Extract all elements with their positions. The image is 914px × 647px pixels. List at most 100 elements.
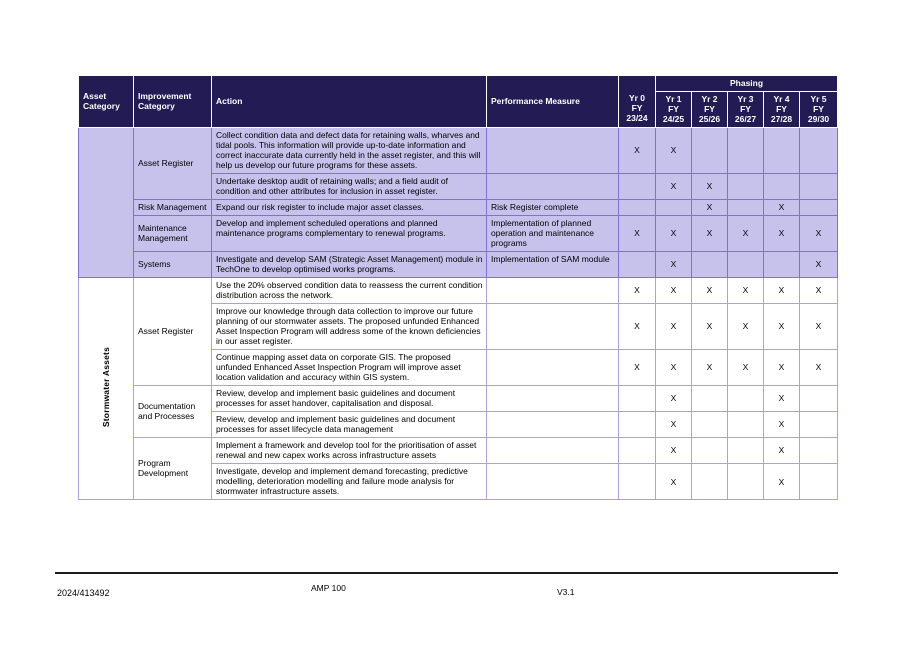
col-header-year-5: Yr 5 FY 29/30 [798, 91, 839, 128]
performance-measure-cell [486, 126, 619, 174]
asset-category-cell [78, 126, 134, 278]
phasing-cell [727, 126, 764, 174]
col-header-year-1: Yr 1 FY 24/25 [655, 91, 692, 128]
footer-version: V3.1 [557, 587, 575, 597]
phasing-cell: X [691, 276, 728, 304]
phasing-cell: X [691, 348, 728, 386]
phasing-cell: X [798, 302, 839, 350]
table-row: Systems Investigate and develop SAM (Stra… [79, 250, 839, 278]
performance-measure-cell [486, 302, 619, 350]
phasing-cell [798, 198, 839, 216]
phasing-cell: X [763, 198, 800, 216]
phasing-cell: X [798, 276, 839, 304]
phasing-cell: X [727, 276, 764, 304]
phasing-cell: X [655, 410, 692, 438]
phasing-cell [798, 436, 839, 464]
col-header-improvement-category: Improvement Category [133, 75, 212, 128]
phasing-cell: X [727, 348, 764, 386]
phasing-cell [618, 172, 656, 200]
phasing-cell: X [691, 172, 728, 200]
phasing-cell [618, 250, 656, 278]
col-header-asset-category: Asset Category [78, 75, 134, 128]
performance-measure-cell [486, 410, 619, 438]
phasing-cell: X [655, 250, 692, 278]
phasing-cell: X [655, 436, 692, 464]
improvement-category-cell: Asset Register [133, 276, 212, 386]
phasing-cell: X [798, 250, 839, 278]
phasing-cell: X [655, 302, 692, 350]
col-header-year-0: Yr 0 FY 23/24 [618, 75, 656, 128]
phasing-cell: X [691, 198, 728, 216]
performance-measure-cell [486, 462, 619, 501]
performance-measure-cell [486, 436, 619, 464]
phasing-cell: X [727, 302, 764, 350]
phasing-cell: X [618, 214, 656, 252]
improvement-category-cell: Maintenance Management [133, 214, 212, 252]
phasing-cell [727, 410, 764, 438]
action-cell: Undertake desktop audit of retaining wal… [211, 172, 487, 200]
phasing-cell [691, 436, 728, 464]
table-row: Program Development Implement a framework… [79, 436, 839, 501]
phasing-cell [798, 126, 839, 174]
phasing-cell [763, 250, 800, 278]
improvement-category-cell: Systems [133, 250, 212, 278]
improvement-category-cell: Documentation and Processes [133, 384, 212, 438]
performance-measure-cell [486, 348, 619, 386]
phasing-cell: X [618, 126, 656, 174]
asset-category-cell: Stormwater Assets [78, 276, 134, 501]
phasing-cell [618, 462, 656, 501]
improvement-category-cell: Asset Register [133, 126, 212, 200]
table-row: Improve our knowledge through data colle… [79, 302, 839, 350]
phasing-cell: X [655, 276, 692, 304]
phasing-cell [691, 126, 728, 174]
phasing-cell: X [655, 172, 692, 200]
phasing-cell: X [655, 126, 692, 174]
phasing-cell [727, 462, 764, 501]
performance-measure-cell: Implementation of SAM module [486, 250, 619, 278]
action-cell: Develop and implement scheduled operatio… [211, 214, 487, 252]
phasing-cell: X [618, 348, 656, 386]
table-body: Asset Register Collect condition data and… [78, 126, 839, 501]
col-header-year-2: Yr 2 FY 25/26 [691, 91, 728, 128]
phasing-cell [727, 436, 764, 464]
phasing-cell: X [763, 276, 800, 304]
phasing-cell [798, 384, 839, 412]
col-header-action: Action [211, 75, 487, 128]
phasing-cell [798, 410, 839, 438]
action-cell: Implement a framework and develop tool f… [211, 436, 487, 464]
phasing-cell: X [691, 302, 728, 350]
action-cell: Investigate and develop SAM (Strategic A… [211, 250, 487, 278]
phasing-cell: X [763, 302, 800, 350]
phasing-cell [618, 436, 656, 464]
phasing-cell [763, 126, 800, 174]
table-row: Stormwater Assets Asset Register Use the 2… [78, 276, 839, 501]
phasing-cell: X [727, 214, 764, 252]
action-cell: Investigate, develop and implement deman… [211, 462, 487, 501]
phasing-cell [618, 384, 656, 412]
phasing-cell [691, 410, 728, 438]
phasing-cell: X [763, 410, 800, 438]
phasing-cell: X [655, 462, 692, 501]
performance-measure-cell [486, 276, 619, 304]
table-row: Maintenance Management Develop and implem… [79, 214, 839, 252]
table-row: Investigate, develop and implement deman… [79, 462, 839, 501]
phasing-cell [618, 410, 656, 438]
action-cell: Improve our knowledge through data colle… [211, 302, 487, 350]
table-row: Undertake desktop audit of retaining wal… [79, 172, 839, 200]
action-cell: Collect condition data and defect data f… [211, 126, 487, 174]
footer-divider [55, 572, 838, 574]
phasing-cell: X [655, 214, 692, 252]
phasing-cell: X [798, 348, 839, 386]
performance-measure-cell: Implementation of planned operation and … [486, 214, 619, 252]
table-row: Continue mapping asset data on corporate… [79, 348, 839, 386]
performance-measure-cell [486, 172, 619, 200]
phasing-cell: X [691, 214, 728, 252]
table-header: Asset Category Improvement Category Acti… [78, 75, 839, 128]
performance-measure-cell [486, 384, 619, 412]
col-header-year-4: Yr 4 FY 27/28 [763, 91, 800, 128]
improvement-category-cell: Program Development [133, 436, 212, 501]
phasing-cell [727, 198, 764, 216]
phasing-cell: X [763, 348, 800, 386]
phasing-cell: X [655, 384, 692, 412]
action-cell: Review, develop and implement basic guid… [211, 410, 487, 438]
